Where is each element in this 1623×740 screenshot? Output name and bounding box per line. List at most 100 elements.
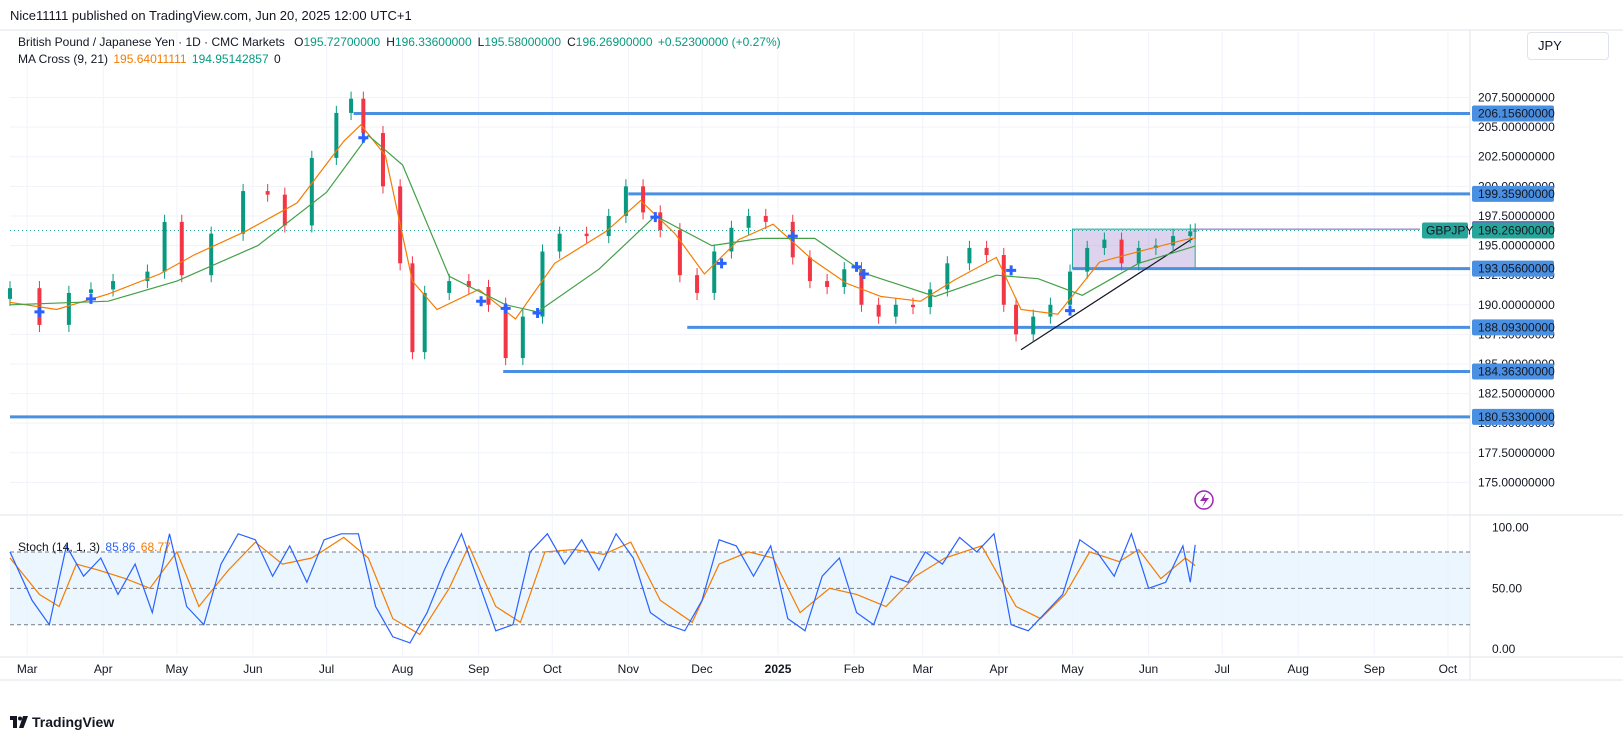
candle[interactable]	[557, 233, 562, 252]
y-tick-label: 207.50000000	[1478, 91, 1555, 105]
candle[interactable]	[241, 191, 246, 234]
y-tick-label: 205.00000000	[1478, 120, 1555, 134]
stoch-label: Stoch (14, 1, 3)	[18, 540, 101, 554]
candle[interactable]	[825, 281, 830, 287]
ma-extra-value: 0	[274, 52, 281, 66]
candle[interactable]	[842, 269, 847, 287]
candle[interactable]	[349, 98, 354, 113]
candle[interactable]	[945, 263, 950, 290]
candle[interactable]	[893, 304, 898, 317]
candle[interactable]	[1014, 304, 1019, 335]
x-tick-label: Sep	[468, 662, 490, 676]
ma-cross-signal-icon	[851, 261, 862, 272]
x-tick-label: May	[1061, 662, 1084, 676]
symbol-tag-bg	[1422, 222, 1468, 239]
ma-cross-signal-icon	[500, 303, 511, 314]
candle[interactable]	[729, 227, 734, 252]
last-price-tag-bg	[1472, 222, 1554, 239]
candle[interactable]	[503, 304, 508, 359]
candle[interactable]	[380, 133, 385, 187]
level-price-tag: 188.09300000	[1478, 320, 1555, 334]
candle[interactable]	[1031, 316, 1036, 335]
candle[interactable]	[466, 281, 471, 287]
x-tick-label: Jul	[319, 662, 334, 676]
brand-footer[interactable]: TradingView	[10, 714, 114, 730]
candle[interactable]	[88, 289, 93, 293]
candle[interactable]	[162, 221, 167, 272]
candle[interactable]	[712, 251, 717, 293]
candle[interactable]	[361, 98, 366, 134]
candle[interactable]	[763, 215, 768, 222]
candle[interactable]	[1001, 255, 1006, 305]
symbol-title: British Pound / Japanese Yen · 1D · CMC …	[18, 35, 285, 49]
candle[interactable]	[746, 215, 751, 228]
candle[interactable]	[422, 292, 427, 353]
candle[interactable]	[1188, 231, 1193, 237]
candle[interactable]	[209, 233, 214, 276]
stoch-d-value: 68.77	[140, 540, 171, 554]
candle[interactable]	[520, 316, 525, 359]
x-tick-label: Jun	[1139, 662, 1158, 676]
candle[interactable]	[1048, 304, 1053, 317]
x-tick-label: Mar	[912, 662, 933, 676]
candle[interactable]	[928, 289, 933, 308]
candle[interactable]	[1068, 271, 1073, 305]
ma-cross-signal-icon	[34, 306, 45, 317]
candle[interactable]	[145, 271, 150, 282]
ma-cross-signal-icon	[650, 212, 661, 223]
tradingview-logo-icon	[10, 716, 28, 728]
range-box[interactable]	[1071, 228, 1196, 270]
candle[interactable]	[1171, 236, 1176, 246]
x-tick-label: Aug	[1288, 662, 1309, 676]
x-tick-label: Nov	[618, 662, 639, 676]
level-price-tag-bg	[1472, 408, 1554, 425]
candle[interactable]	[265, 191, 270, 195]
trendline[interactable]	[1020, 237, 1194, 351]
candle[interactable]	[967, 247, 972, 264]
y-tick-label: 202.50000000	[1478, 150, 1555, 164]
ma-fast-line	[9, 123, 1196, 320]
candle[interactable]	[606, 215, 611, 237]
ma-cross-signal-icon	[787, 231, 798, 242]
candle[interactable]	[584, 233, 589, 237]
candle[interactable]	[1136, 247, 1141, 264]
candle[interactable]	[410, 263, 415, 353]
candle[interactable]	[111, 281, 116, 290]
publish-info: Nice11111 published on TradingView.com, …	[10, 8, 412, 23]
candle[interactable]	[677, 230, 682, 276]
candle[interactable]	[540, 251, 545, 317]
level-price-tag-bg	[1472, 363, 1554, 380]
candle[interactable]	[1102, 239, 1107, 248]
currency-selector[interactable]: JPY	[1527, 32, 1609, 60]
candle[interactable]	[334, 112, 339, 158]
candle[interactable]	[309, 157, 314, 226]
candle[interactable]	[179, 221, 184, 276]
lightning-icon[interactable]	[1194, 490, 1214, 510]
candle[interactable]	[984, 247, 989, 256]
candle[interactable]	[910, 304, 915, 308]
candle[interactable]	[66, 292, 71, 325]
candle[interactable]	[859, 269, 864, 305]
candle[interactable]	[1085, 247, 1090, 272]
x-tick-label: May	[166, 662, 189, 676]
candle[interactable]	[8, 288, 12, 299]
level-price-tag: 199.35900000	[1478, 187, 1555, 201]
ma-cross-signal-icon	[85, 293, 96, 304]
candle[interactable]	[1193, 230, 1198, 232]
candle[interactable]	[1119, 239, 1124, 264]
candle[interactable]	[447, 281, 452, 293]
candle[interactable]	[658, 212, 663, 231]
ma-cross-signal-icon	[1006, 265, 1017, 276]
candle[interactable]	[641, 186, 646, 213]
candle[interactable]	[876, 304, 881, 317]
candle[interactable]	[695, 275, 700, 293]
stoch-k-line	[9, 532, 1196, 644]
candle[interactable]	[807, 257, 812, 282]
y-tick-label: 177.50000000	[1478, 446, 1555, 460]
ohlc-key-c: C	[567, 35, 576, 49]
lightning-bolt-icon	[1200, 493, 1209, 507]
y-tick-label: 182.50000000	[1478, 387, 1555, 401]
level-price-tag: 193.05600000	[1478, 262, 1555, 276]
candle[interactable]	[623, 186, 628, 216]
